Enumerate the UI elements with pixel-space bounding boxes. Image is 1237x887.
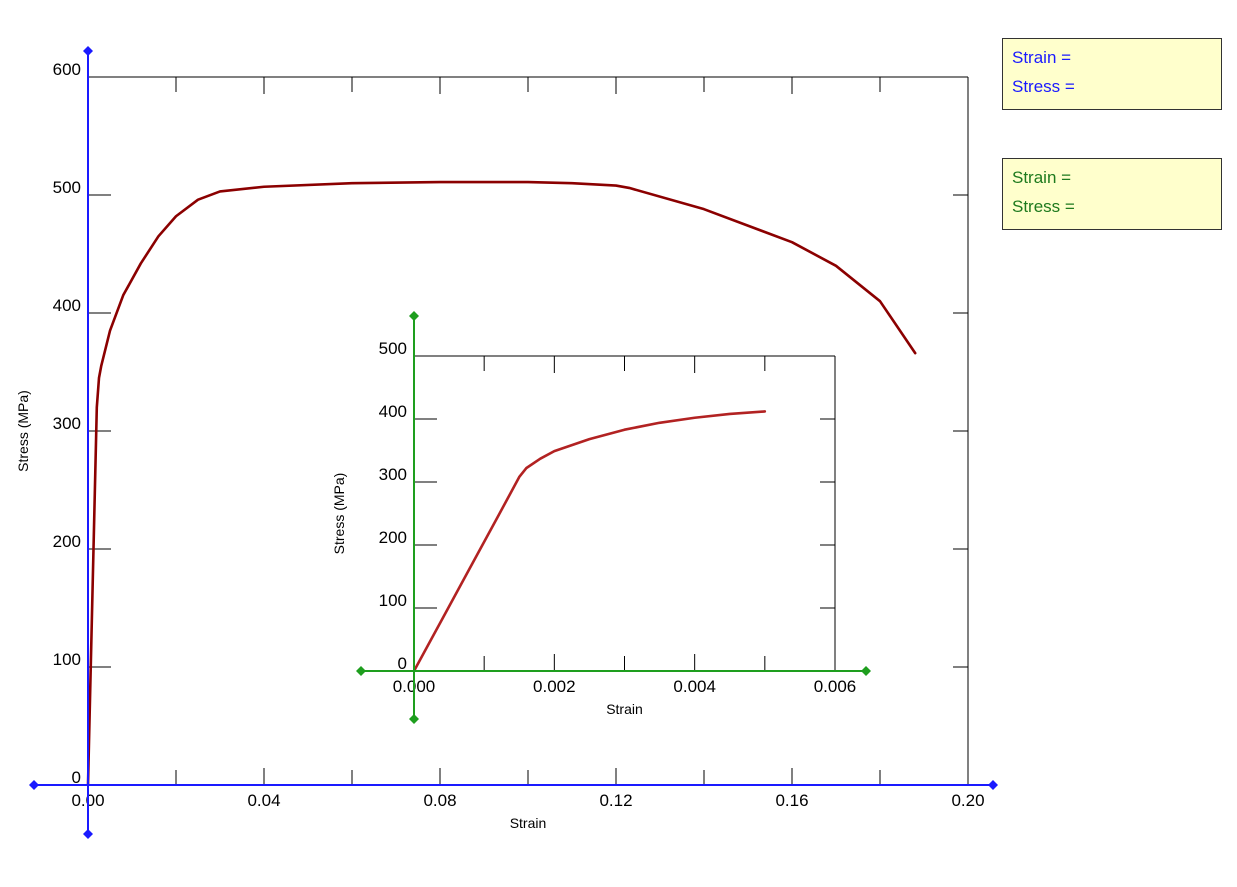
main-plot: 0.00 0.04 0.08 0.12 0.16 0.200100200300400500…: [15, 46, 998, 839]
inset-axis-handle-right: [861, 666, 871, 676]
main-axis-handle-right: [988, 780, 998, 790]
main-y-axis-title: Stress (MPa): [15, 390, 31, 472]
inset-x-tick-label: 0.006: [814, 677, 857, 696]
main-y-tick-label: 500: [53, 178, 81, 197]
inset-readout-strain: Strain =: [1012, 168, 1072, 187]
main-x-axis-title: Strain: [510, 815, 547, 831]
main-y-tick-label: 300: [53, 414, 81, 433]
main-cursor-readout: Strain = Stress =: [1002, 38, 1222, 110]
main-readout-strain: Strain =: [1012, 48, 1072, 67]
inset-y-axis-title: Stress (MPa): [331, 473, 347, 555]
inset-axis-handle-bottom: [409, 714, 419, 724]
main-x-tick-label: 0.12: [599, 791, 632, 810]
main-y-tick-label: 0: [72, 768, 81, 787]
main-y-tick-label: 400: [53, 296, 81, 315]
inset-y-tick-label: 200: [379, 528, 407, 547]
inset-axis-handle-top: [409, 311, 419, 321]
main-readout-stress: Stress =: [1012, 77, 1075, 96]
main-series-line: [86, 180, 917, 787]
inset-plot: 0.000 0.002 0.004 0.0060100200300400500Stra…: [331, 311, 871, 724]
inset-axis-handle-left: [356, 666, 366, 676]
main-x-tick-label: 0.08: [423, 791, 456, 810]
main-y-tick-label: 600: [53, 60, 81, 79]
inset-cursor-readout: Strain = Stress =: [1002, 158, 1222, 230]
inset-y-tick-label: 400: [379, 402, 407, 421]
main-axis-handle-top: [83, 46, 93, 56]
main-axis-handle-bottom: [83, 829, 93, 839]
inset-y-tick-label: 100: [379, 591, 407, 610]
main-y-tick-label: 100: [53, 650, 81, 669]
inset-x-tick-label: 0.002: [533, 677, 576, 696]
main-y-tick-label: 200: [53, 532, 81, 551]
inset-series-line: [412, 410, 767, 673]
inset-y-tick-label: 300: [379, 465, 407, 484]
main-x-tick-label: 0.04: [247, 791, 280, 810]
main-x-tick-label: 0.20: [951, 791, 984, 810]
inset-readout-stress: Stress =: [1012, 197, 1075, 216]
inset-y-tick-label: 0: [398, 654, 407, 673]
main-axis-handle-left: [29, 780, 39, 790]
inset-x-tick-label: 0.004: [673, 677, 716, 696]
inset-x-axis-title: Strain: [606, 701, 643, 717]
main-x-tick-label: 0.16: [775, 791, 808, 810]
inset-y-tick-label: 500: [379, 339, 407, 358]
